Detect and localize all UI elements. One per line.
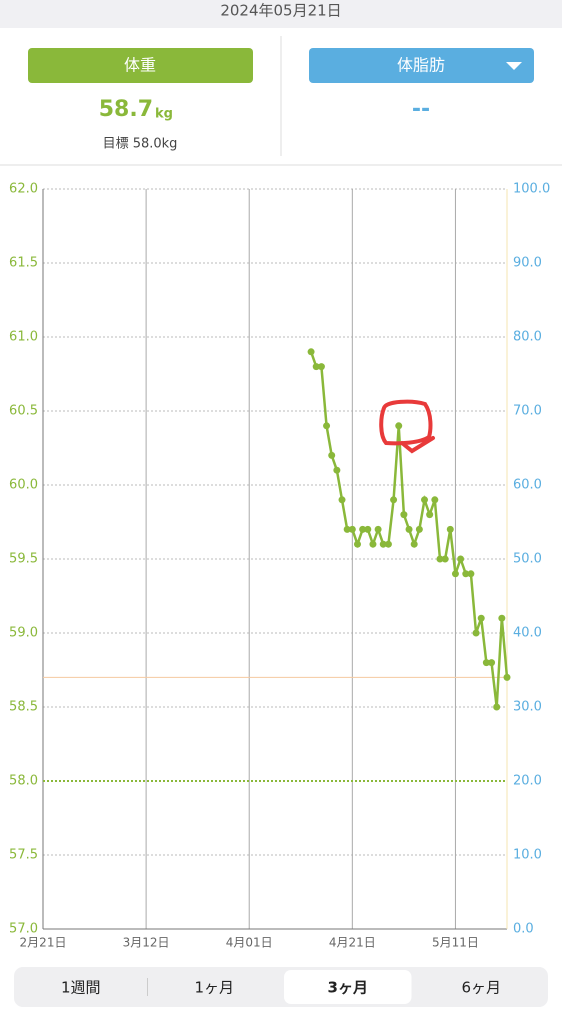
data-point (503, 673, 511, 681)
data-point (498, 614, 506, 622)
y-tick-label: 57.0 (9, 922, 38, 937)
y2-tick-label: 60.0 (513, 478, 542, 493)
data-point (421, 496, 429, 504)
y-tick-label: 61.5 (9, 256, 38, 271)
data-point (312, 363, 320, 371)
data-point (323, 422, 331, 430)
data-point (477, 614, 485, 622)
data-point (436, 555, 444, 563)
data-point (472, 629, 480, 637)
y-tick-label: 58.5 (9, 700, 38, 715)
data-point (431, 496, 439, 504)
tabs: 1週間 1ヶ月 3ヶ月 6ヶ月 (61, 970, 501, 1004)
data-point (405, 525, 413, 533)
data-point (343, 525, 351, 533)
tab-bar (14, 967, 548, 1007)
date-bar (0, 0, 562, 28)
data-point (426, 511, 434, 519)
y-tick-label: 58.0 (9, 774, 38, 789)
data-point (462, 570, 470, 578)
data-point (379, 540, 387, 548)
x-tick-label: 4月01日 (226, 936, 273, 950)
y2-tick-label: 40.0 (513, 626, 542, 641)
data-point (374, 525, 382, 533)
y-tick-label: 59.0 (9, 626, 38, 641)
tab-label[interactable]: 3ヶ月 (328, 979, 368, 997)
fat-button[interactable] (309, 48, 534, 83)
weight-value: 58.7 (99, 97, 153, 122)
chart: 57.0 57.5 58.0 58.5 59.0 59.5 60.0 60.5 61.0 61.5… (9, 182, 550, 950)
x-tick-label: 3月12日 (123, 936, 170, 950)
data-point (395, 422, 403, 430)
tab-label[interactable]: 1ヶ月 (194, 979, 234, 997)
data-point (390, 496, 398, 504)
y-tick-label: 61.0 (9, 330, 38, 345)
y2-tick-label: 50.0 (513, 552, 542, 567)
y2-tick-label: 80.0 (513, 330, 542, 345)
tab-label[interactable]: 6ヶ月 (461, 979, 501, 997)
data-point (457, 555, 465, 563)
date: 2024年05月21日 (220, 2, 341, 20)
data-point (384, 540, 392, 548)
annotation-circle (379, 399, 435, 454)
y2-tick-label: 30.0 (513, 700, 542, 715)
y-tick-label: 62.0 (9, 182, 38, 197)
data-point (359, 525, 367, 533)
y2-tick-label: 0.0 (513, 922, 534, 937)
y2-tick-label: 100.0 (513, 182, 550, 197)
data-point (451, 570, 459, 578)
data-point (317, 363, 325, 371)
data-point (307, 348, 315, 356)
data-point (410, 540, 418, 548)
data-point (467, 570, 475, 578)
y2-tick-label: 20.0 (513, 774, 542, 789)
data-point (415, 525, 423, 533)
fat-button-label[interactable]: 体脂肪 (397, 56, 445, 75)
data-point (488, 659, 496, 667)
x-tick-label: 2月21日 (20, 936, 67, 950)
data-point (441, 555, 449, 563)
y-tick-label: 60.5 (9, 404, 38, 419)
goal-text: 目標 58.0kg (103, 137, 178, 152)
data-point (364, 525, 372, 533)
data-point (338, 496, 346, 504)
dropdown-arrow[interactable] (506, 62, 522, 70)
data-point (328, 451, 336, 459)
data-point (482, 659, 490, 667)
y-tick-label: 59.5 (9, 552, 38, 567)
weight-button-label[interactable]: 体重 (124, 56, 156, 75)
data-point (353, 540, 361, 548)
y2-tick-label: 90.0 (513, 256, 542, 271)
data-point (493, 703, 501, 711)
data-point (446, 525, 454, 533)
fat-value: -- (412, 97, 430, 122)
data-point (333, 466, 341, 474)
y2-tick-label: 70.0 (513, 404, 542, 419)
data-point (348, 525, 356, 533)
tab-selected[interactable] (284, 970, 412, 1004)
y-tick-label: 57.5 (9, 848, 38, 863)
x-tick-label: 4月21日 (329, 936, 376, 950)
x-tick-label: 5月11日 (432, 936, 479, 950)
y-tick-label: 60.0 (9, 478, 38, 493)
data-point (400, 511, 408, 519)
y2-tick-label: 10.0 (513, 848, 542, 863)
tab-label[interactable]: 1週間 (61, 979, 101, 997)
weight-unit: kg (155, 107, 173, 122)
weight-button[interactable] (28, 48, 253, 83)
data-point (369, 540, 377, 548)
